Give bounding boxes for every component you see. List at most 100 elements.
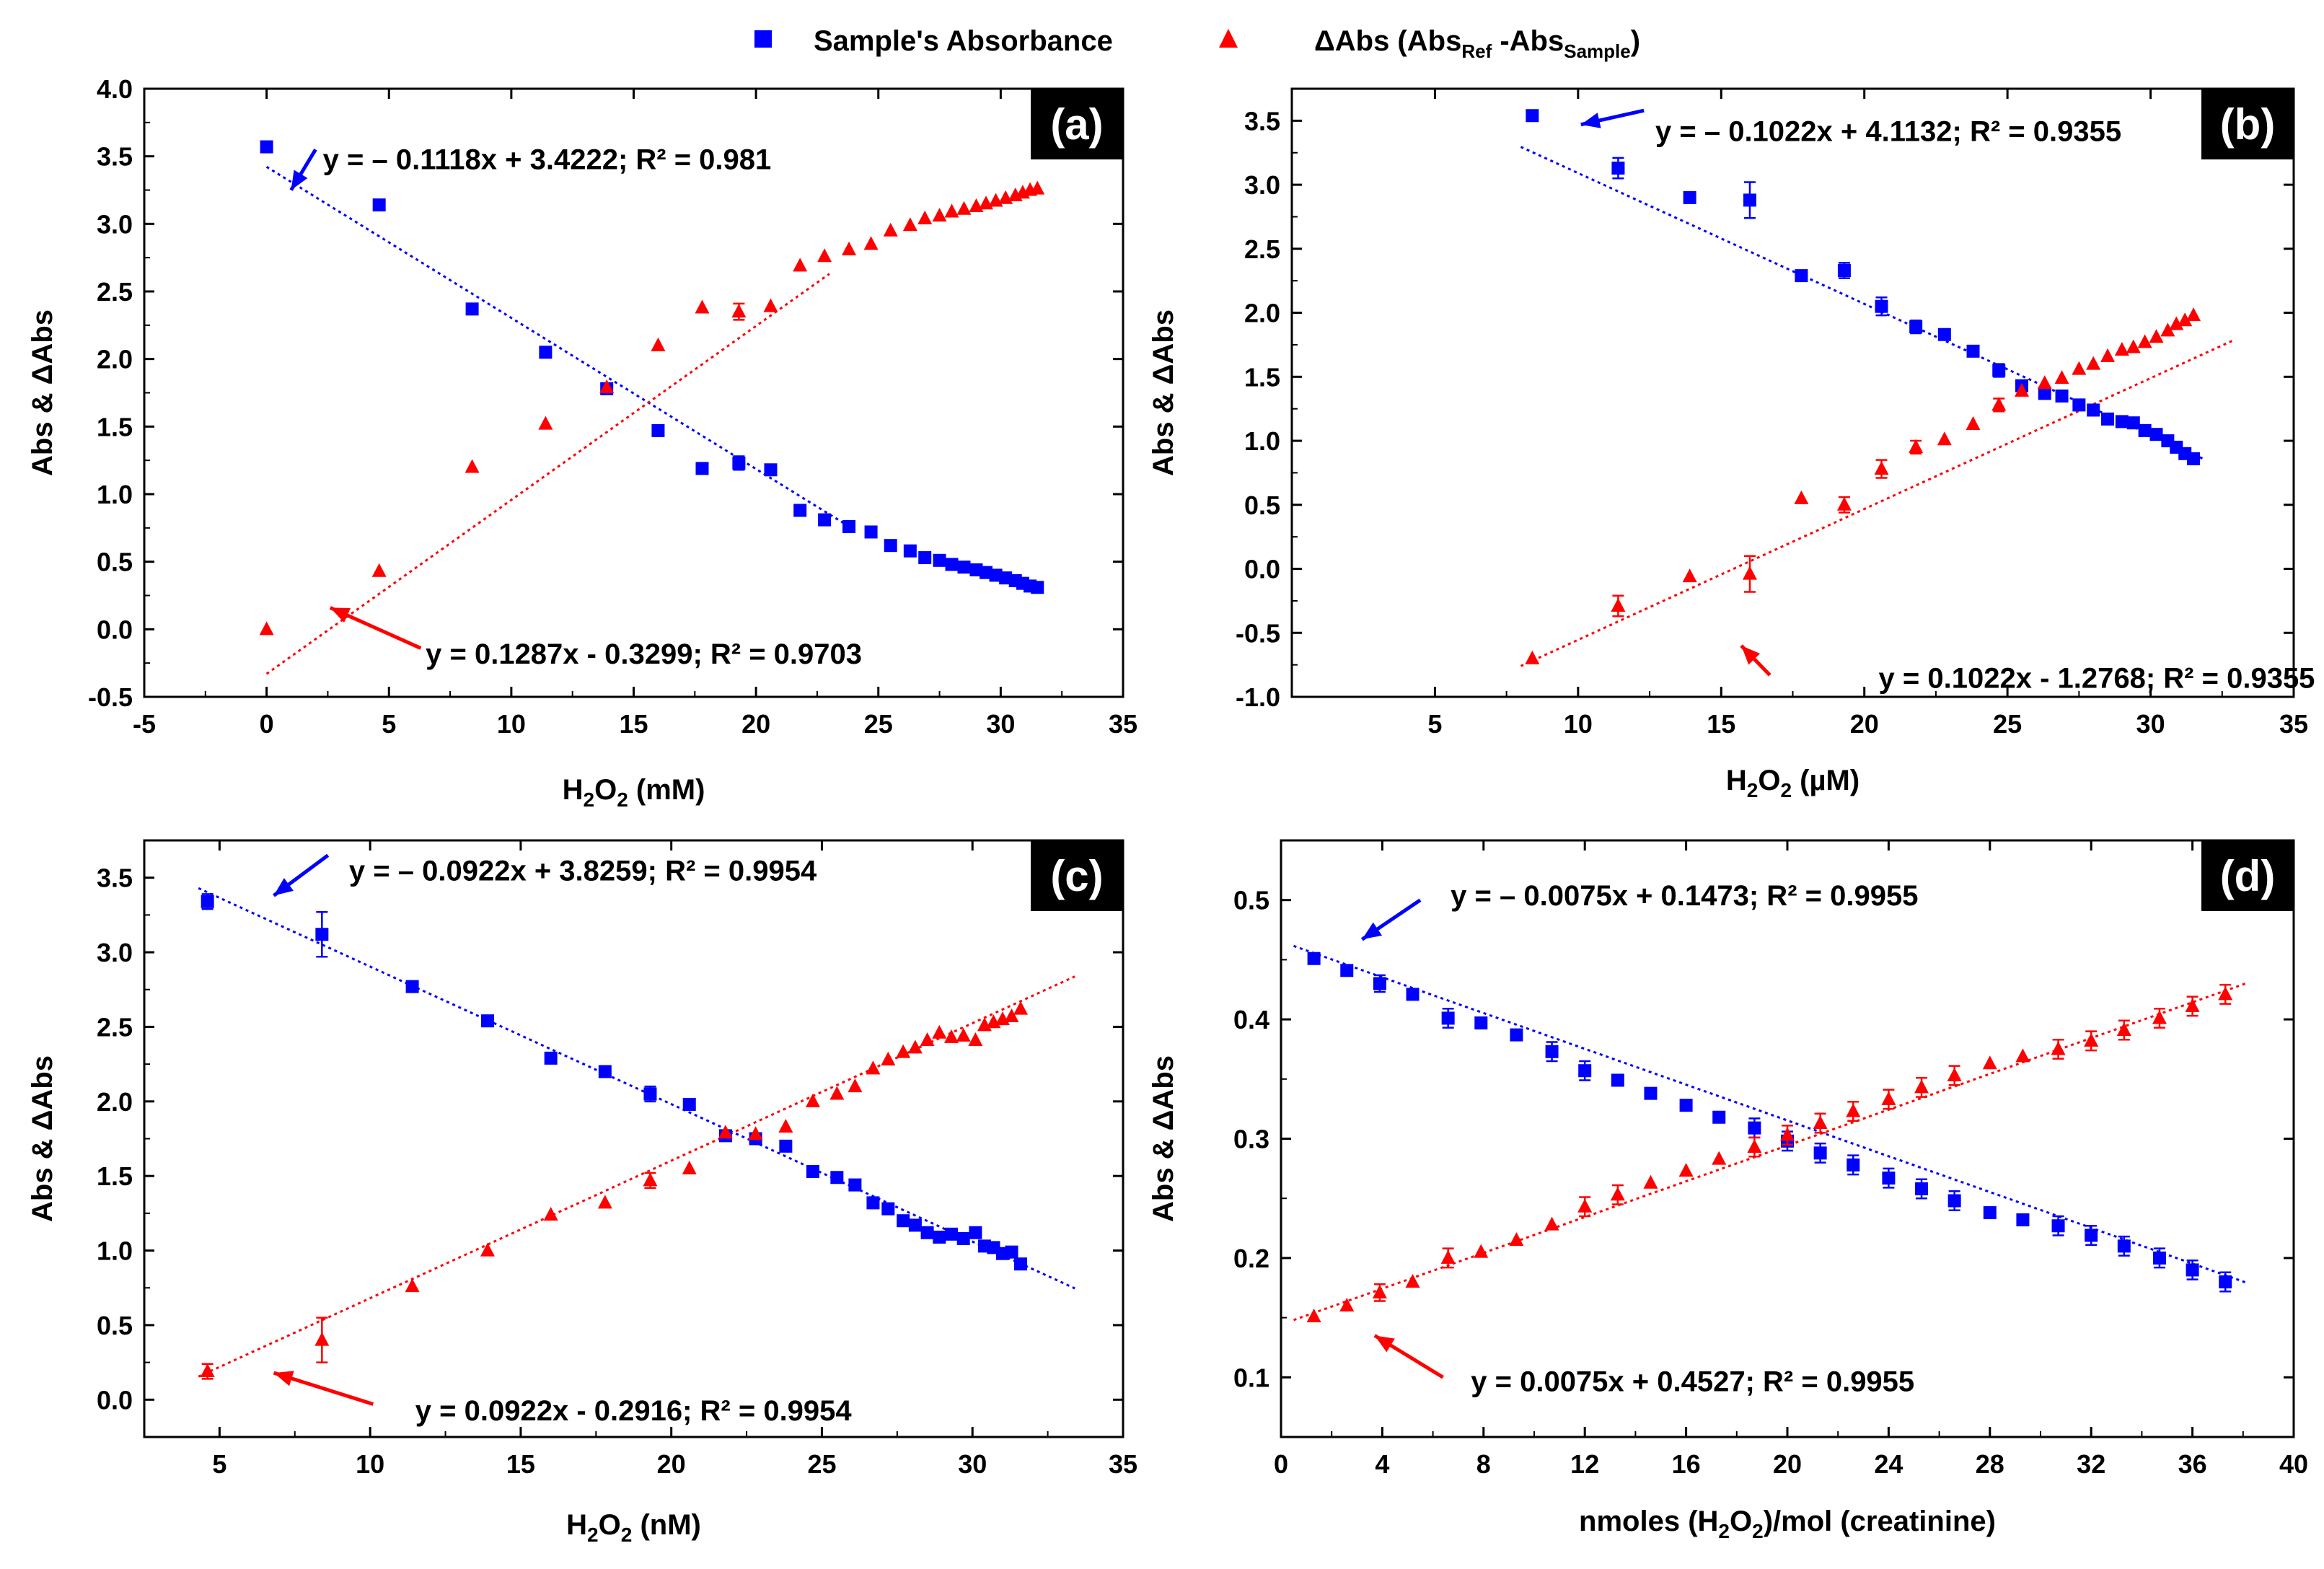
delta-point	[2084, 1032, 2099, 1047]
absorbance-point	[651, 423, 665, 437]
absorbance-point	[2087, 403, 2100, 417]
absorbance-point	[544, 1051, 558, 1065]
delta-point	[2114, 342, 2129, 356]
legend-delta-mid: -Abs	[1492, 25, 1564, 57]
x-axis-title-subscript: 2	[1752, 1520, 1764, 1542]
absorbance-point	[920, 1226, 934, 1239]
delta-point	[597, 1195, 612, 1209]
delta-point	[863, 236, 879, 250]
delta-point	[1306, 1308, 1321, 1322]
equation-label-1: y = 0.0075x + 0.4527; R² = 0.9955	[1471, 1366, 1914, 1397]
delta-point	[1610, 1187, 1625, 1201]
delta-point	[651, 337, 666, 351]
delta-point	[1780, 1127, 1795, 1141]
annotation-arrow-head	[1362, 922, 1383, 940]
y-tick-label: 1.5	[1244, 362, 1280, 392]
delta-point	[2149, 329, 2164, 343]
equation-label-0: y = – 0.1022x + 4.1132; R² = 0.9355	[1655, 116, 2121, 148]
delta-point	[1742, 566, 1757, 580]
x-tick-label: 8	[1476, 1449, 1491, 1479]
fit-line-1	[1520, 339, 2235, 667]
absorbance-point	[2187, 452, 2201, 465]
panel-tag-label: (c)	[1050, 852, 1103, 900]
x-axis-title-subscript: 2	[583, 788, 594, 811]
legend-delta-sub-sample: Sample	[1564, 40, 1631, 62]
delta-point	[920, 1032, 935, 1047]
delta-point	[842, 241, 857, 255]
y-axis-title: Abs & ΔAbs	[1148, 1055, 1179, 1222]
absorbance-point	[1847, 1158, 1860, 1172]
absorbance-point	[732, 456, 746, 470]
absorbance-point	[1683, 190, 1696, 204]
x-tick-label: 10	[356, 1449, 384, 1479]
x-axis-title-subscript: 2	[617, 788, 628, 811]
legend-absorbance-marker	[754, 30, 772, 48]
delta-point	[1577, 1198, 1593, 1213]
absorbance-point	[1882, 1172, 1896, 1185]
delta-point	[1846, 1103, 1861, 1117]
absorbance-point	[2051, 1219, 2065, 1233]
y-tick-label: 0.0	[97, 615, 133, 644]
delta-point	[1937, 431, 1952, 446]
absorbance-point	[1795, 269, 1808, 283]
absorbance-point	[2219, 1275, 2232, 1288]
absorbance-point	[2072, 398, 2086, 412]
delta-point	[2072, 361, 2087, 375]
x-axis-title-part: H	[566, 1509, 587, 1541]
panel-b: 5 10 15 20 25 30 35 -1.0 -0.5 0.0 0.5 1.0 1.5 2.0 2.5 3…	[1148, 87, 2315, 801]
absorbance-point	[980, 566, 993, 579]
absorbance-point	[764, 463, 778, 477]
delta-point	[866, 1060, 881, 1075]
fit-line-0	[265, 165, 845, 524]
y-tick-label: 1.0	[97, 1236, 133, 1266]
y-tick-label: 2.0	[97, 345, 133, 374]
absorbance-point	[918, 551, 932, 565]
absorbance-point	[969, 1226, 982, 1239]
x-tick-label: 25	[864, 709, 893, 739]
panel-d: 0 4 8 12 16 20 24 28 32 36 40 0.1 0.2 0.3 0.4 0.5 Abs & …	[1148, 839, 2308, 1542]
absorbance-point	[933, 1230, 946, 1244]
x-axis-title-subscript: 2	[1747, 779, 1759, 801]
legend: Sample's Absorbance ΔAbs (AbsRef -AbsSam…	[754, 25, 1640, 62]
absorbance-point	[945, 558, 959, 571]
delta-point	[2015, 1048, 2030, 1063]
absorbance-point	[1712, 1110, 1726, 1124]
absorbance-point	[897, 1214, 910, 1228]
absorbance-point	[1340, 964, 1354, 977]
delta-point	[778, 1118, 793, 1133]
delta-point	[805, 1093, 820, 1107]
delta-point	[2014, 382, 2029, 397]
absorbance-point	[1474, 1016, 1488, 1030]
delta-point	[793, 258, 808, 272]
delta-point	[2086, 356, 2101, 370]
y-tick-label: 0.5	[1244, 491, 1280, 520]
delta-point	[1525, 650, 1540, 664]
y-tick-label: 0.4	[1233, 1005, 1269, 1034]
x-tick-label: 15	[1707, 709, 1735, 739]
absorbance-point	[1966, 344, 1980, 358]
x-tick-label: 15	[506, 1449, 535, 1479]
absorbance-point	[842, 519, 856, 533]
absorbance-point	[1005, 1245, 1018, 1259]
y-tick-label: 3.5	[97, 863, 133, 893]
delta-point	[2160, 322, 2175, 337]
absorbance-point	[1307, 951, 1321, 965]
equation-label-0: y = – 0.0075x + 0.1473; R² = 0.9955	[1451, 880, 1918, 912]
x-tick-label: 30	[958, 1449, 987, 1479]
delta-point	[1030, 180, 1045, 195]
x-tick-label: 16	[1672, 1449, 1701, 1479]
x-tick-label: 20	[1773, 1449, 1802, 1479]
x-tick-label: 35	[1109, 709, 1137, 739]
delta-point	[1339, 1298, 1355, 1312]
absorbance-point	[1748, 1121, 1761, 1135]
delta-point	[1643, 1174, 1658, 1189]
absorbance-point	[1441, 1011, 1455, 1025]
x-tick-label: 25	[1993, 709, 2022, 739]
absorbance-point	[866, 1196, 880, 1210]
y-tick-label: -0.5	[88, 682, 133, 712]
delta-point	[1678, 1163, 1694, 1177]
absorbance-point	[2149, 428, 2163, 441]
delta-point	[538, 416, 553, 430]
absorbance-point	[2126, 416, 2140, 430]
